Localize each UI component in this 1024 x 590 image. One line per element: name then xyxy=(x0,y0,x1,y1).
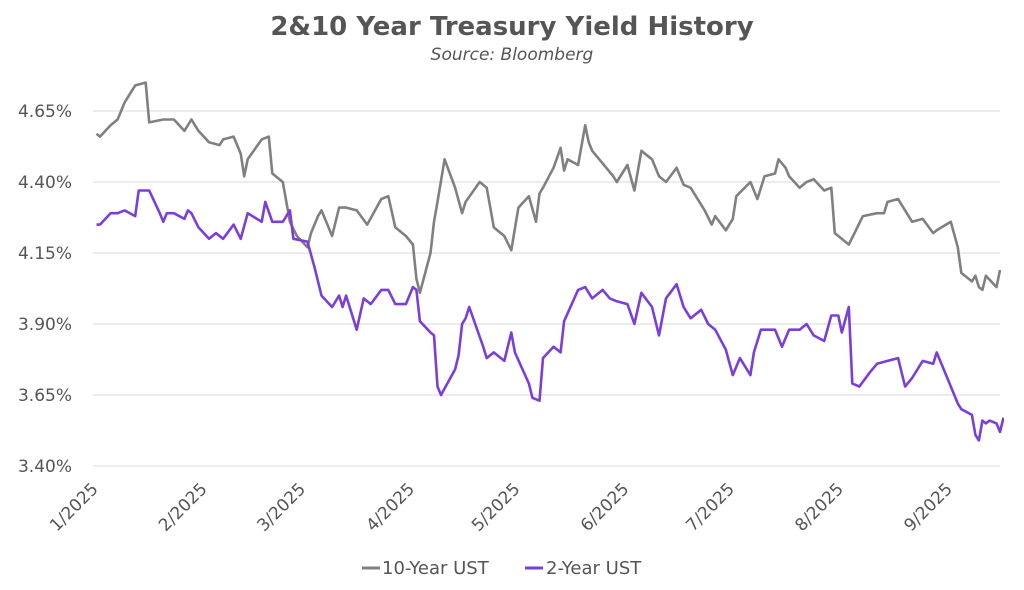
legend-label: 2-Year UST xyxy=(546,558,642,579)
y-tick-label: 3.65% xyxy=(18,386,72,406)
chart-title: 2&10 Year Treasury Yield History xyxy=(270,12,753,42)
x-tick-label: 2/2025 xyxy=(155,479,211,535)
series-lines xyxy=(95,81,1004,442)
series-line-two-year xyxy=(96,189,1004,442)
x-axis: 1/2025 2/2025 3/2025 4/2025 5/2025 6/2025 7/20… xyxy=(46,479,957,535)
x-tick-label: 6/2025 xyxy=(577,479,633,535)
y-tick-label: 4.65% xyxy=(18,102,72,122)
y-tick-label: 4.15% xyxy=(18,244,72,264)
y-axis: 4.65% 4.40% 4.15% 3.90% 3.65% 3.40% xyxy=(18,102,72,477)
x-tick-label: 7/2025 xyxy=(682,479,738,535)
series-line-ten-year xyxy=(95,81,1002,295)
x-tick-label: 9/2025 xyxy=(900,479,956,535)
x-tick-label: 5/2025 xyxy=(468,479,524,535)
x-tick-label: 4/2025 xyxy=(362,479,418,535)
y-tick-label: 3.40% xyxy=(18,457,72,477)
x-tick-label: 1/2025 xyxy=(46,479,102,535)
y-tick-label: 3.90% xyxy=(18,315,72,335)
legend: 10-Year UST 2-Year UST xyxy=(362,558,642,579)
y-tick-label: 4.40% xyxy=(18,173,72,193)
x-tick-label: 3/2025 xyxy=(254,479,310,535)
x-tick-label: 8/2025 xyxy=(791,479,847,535)
chart-subtitle: Source: Bloomberg xyxy=(431,45,594,65)
legend-label: 10-Year UST xyxy=(382,558,490,579)
gridlines xyxy=(93,110,1000,467)
